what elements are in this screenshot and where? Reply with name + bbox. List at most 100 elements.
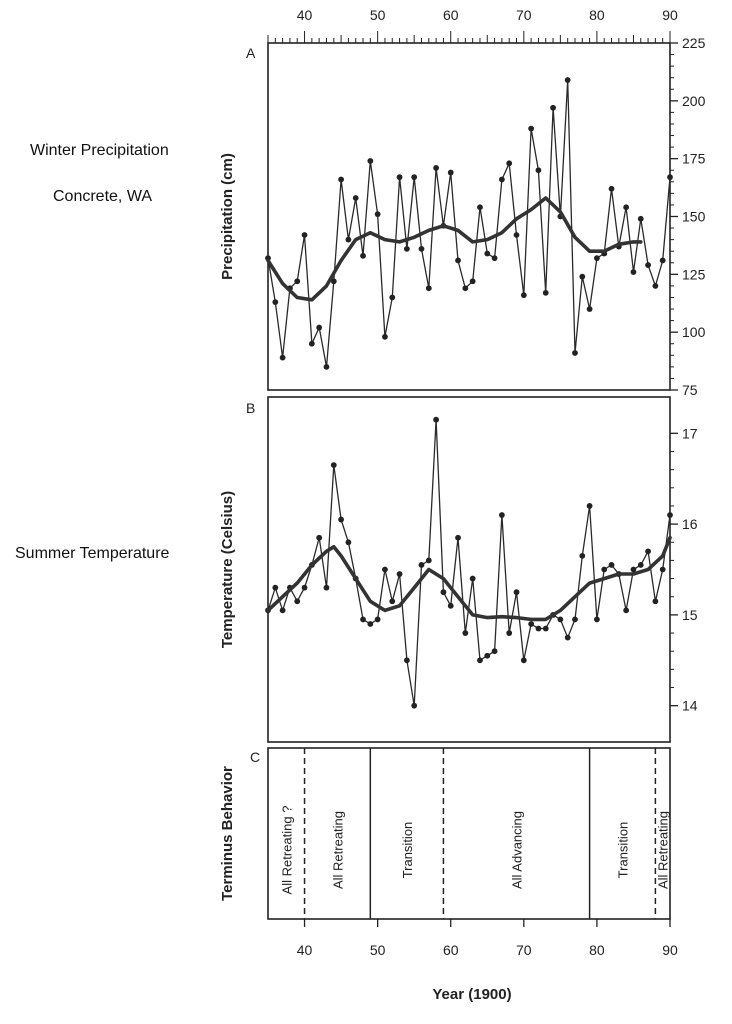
x-bottom-tick-label: 70 — [516, 942, 532, 958]
annual-data-point — [338, 516, 344, 523]
annual-data-point — [389, 294, 396, 301]
x-top-tick-label: 70 — [516, 7, 532, 23]
x-top-tick-label: 40 — [297, 7, 313, 23]
annual-data-point — [345, 236, 352, 243]
x-bottom-tick-label: 50 — [370, 942, 386, 958]
annual-data-point — [403, 245, 410, 252]
annual-data-point — [630, 269, 637, 275]
annual-data-point — [433, 165, 440, 171]
annual-data-point — [667, 174, 673, 181]
annual-data-point — [462, 630, 469, 636]
annual-data-point — [389, 598, 396, 605]
annual-data-point — [425, 557, 432, 564]
panel-letter: B — [246, 400, 255, 416]
annual-data-point — [484, 250, 491, 257]
phase-label: All Retreating ? — [279, 806, 294, 895]
annual-series-line — [267, 419, 671, 706]
plot-frame — [267, 42, 671, 391]
annual-data-point — [374, 616, 381, 623]
annual-data-point — [455, 257, 461, 264]
annual-data-point — [462, 285, 469, 292]
annual-data-point — [564, 634, 571, 641]
annual-data-point — [535, 625, 542, 632]
annual-data-point — [652, 283, 659, 289]
annual-data-point — [301, 584, 308, 591]
annual-data-point — [360, 616, 366, 623]
annual-data-point — [528, 621, 535, 627]
smoothed-series-line — [266, 535, 672, 622]
annual-data-point — [535, 167, 542, 174]
panel-letter: A — [246, 45, 256, 61]
panel-b-temperature: B 14 15 16 17 Temperature (Celsius) — [219, 396, 698, 743]
x-bottom-tick-label: 90 — [662, 942, 678, 958]
annual-data-point — [279, 354, 286, 361]
y-tick-label: 17 — [682, 425, 698, 441]
annual-data-point — [623, 607, 630, 614]
annual-data-point — [594, 616, 600, 623]
annual-data-point — [367, 621, 374, 627]
annual-data-point — [557, 616, 564, 623]
x-axis-title: Year (1900) — [432, 986, 511, 1003]
annual-data-point — [294, 278, 301, 285]
y-axis-title: Terminus Behavior — [219, 766, 236, 901]
y-tick-label: 125 — [682, 266, 706, 282]
annual-data-point — [659, 566, 666, 573]
x-bottom-tick-label: 40 — [297, 942, 313, 958]
annual-data-point — [316, 324, 323, 331]
summer-temperature-label: Summer Temperature — [15, 545, 170, 562]
annual-data-point — [498, 512, 505, 518]
annual-data-point — [279, 607, 286, 614]
y-tick-label: 175 — [682, 151, 706, 167]
panel-c-terminus-behavior: C All Retreating ? All Retreating Transitio… — [219, 747, 678, 1003]
annual-data-point — [447, 602, 454, 609]
annual-data-point — [367, 158, 374, 164]
x-top-tick-label: 50 — [370, 7, 386, 23]
annual-series-line — [267, 79, 671, 368]
annual-data-point — [550, 104, 556, 111]
y-tick-label: 75 — [682, 382, 698, 398]
plot-frame — [267, 747, 671, 920]
annual-data-point — [506, 160, 513, 167]
annual-data-point — [469, 575, 476, 582]
annual-data-point — [316, 534, 323, 541]
annual-data-point — [586, 306, 593, 312]
annual-data-point — [477, 204, 483, 211]
annual-data-point — [506, 630, 513, 636]
annual-data-point — [520, 292, 527, 299]
x-bottom-tick-label: 80 — [589, 942, 605, 958]
annual-data-point — [418, 562, 425, 568]
annual-data-point — [440, 589, 447, 596]
phase-label: All Retreating — [656, 811, 671, 889]
y-axis-title: Precipitation (cm) — [219, 153, 236, 280]
location-label: Concrete, WA — [53, 188, 152, 205]
annual-data-point — [418, 245, 425, 252]
plot-frame — [267, 396, 671, 743]
annual-data-point — [579, 552, 586, 559]
annual-data-point — [542, 625, 549, 632]
annual-data-point — [659, 257, 666, 264]
annual-data-point — [484, 652, 491, 659]
panel-a-precipitation: A 75 100 125 150 175 200 225 Precipitation (cm) 4… — [219, 7, 706, 398]
y-tick-label: 225 — [682, 35, 706, 51]
annual-data-point — [272, 299, 279, 305]
annual-data-point — [352, 195, 359, 201]
x-top-tick-label: 90 — [662, 7, 678, 23]
annual-data-point — [645, 262, 651, 268]
y-tick-label: 14 — [682, 698, 698, 714]
annual-data-point — [323, 584, 330, 591]
annual-data-point — [338, 176, 344, 183]
y-tick-label: 15 — [682, 607, 698, 623]
annual-data-point — [433, 416, 440, 423]
annual-data-point — [586, 503, 593, 509]
annual-data-point — [360, 252, 366, 259]
annual-data-point — [623, 204, 630, 211]
annual-data-point — [572, 350, 578, 356]
annual-data-point — [513, 589, 520, 596]
annual-data-point — [330, 278, 337, 285]
annual-data-point — [601, 566, 608, 573]
annual-data-point — [447, 169, 454, 176]
annual-data-point — [330, 462, 337, 468]
annual-data-point — [477, 657, 483, 664]
annual-data-point — [411, 174, 418, 181]
